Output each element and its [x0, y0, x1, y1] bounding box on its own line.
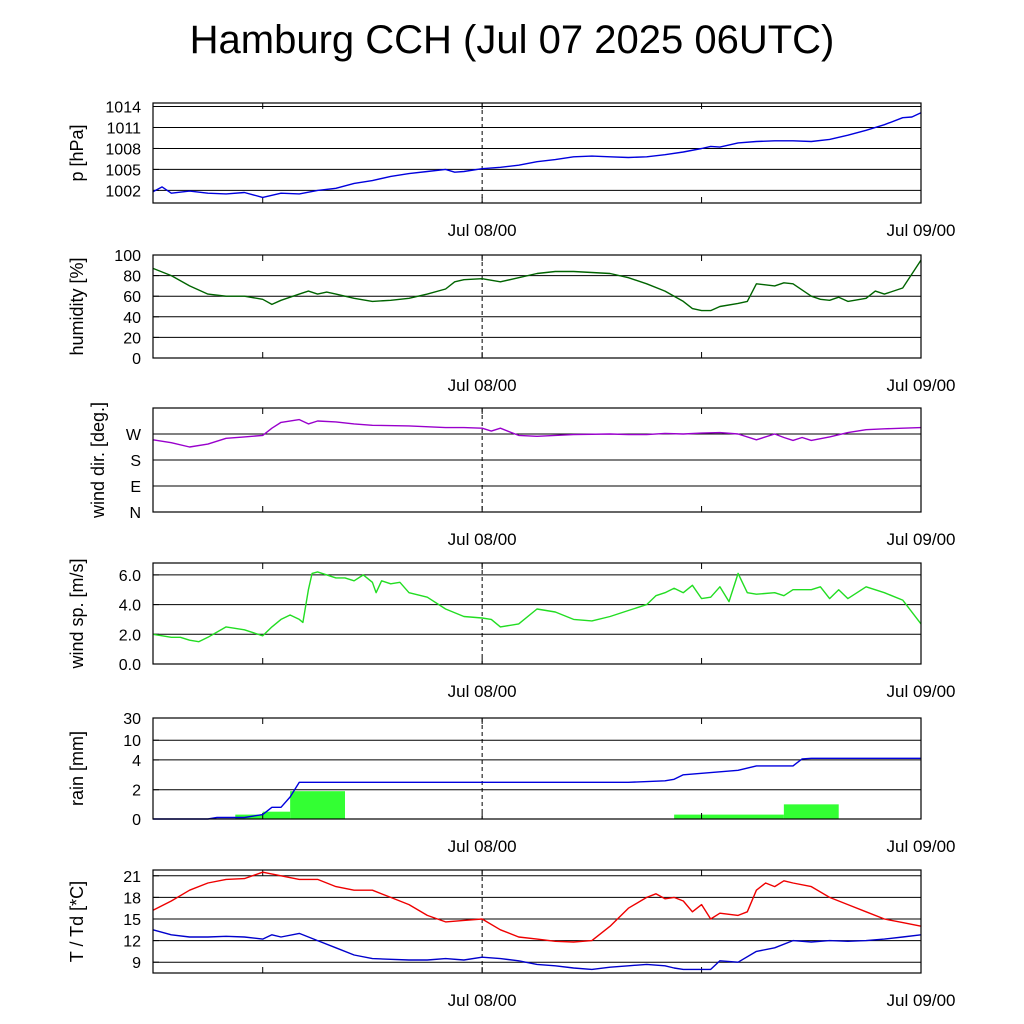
y-tick-label: 0.0: [119, 657, 141, 674]
pressure-line: [152, 112, 922, 199]
y-tick-label: 2.0: [119, 627, 141, 644]
plot-frame: [152, 562, 922, 665]
rain-bar: [290, 791, 345, 819]
y-axis-label: T / Td [*C]: [67, 881, 87, 962]
y-tick-label: 12: [123, 934, 141, 951]
plot-frame: [152, 102, 922, 204]
y-tick-label: 100: [114, 248, 141, 265]
x-tick-label: Jul 09/00: [887, 837, 956, 856]
y-tick-label: 40: [123, 310, 141, 327]
y-axis-label: wind sp. [m/s]: [67, 558, 87, 669]
x-tick-label: Jul 09/00: [887, 221, 956, 240]
y-tick-label: 1011: [107, 120, 142, 137]
y-tick-label: 2: [132, 783, 141, 800]
y-axis-label: rain [mm]: [67, 731, 87, 806]
rain-panel: 0 2 4 10 30 rain [mm] Jul 08/00 Jul 09/00: [67, 711, 956, 856]
x-tick-label: Jul 08/00: [448, 682, 517, 701]
y-tick-label: 10: [123, 733, 141, 750]
humidity-panel: 0 20 40 60 80 100 humidity [%] Jul 08/00 Jul 09/…: [67, 248, 956, 395]
y-tick-label: 60: [123, 289, 141, 306]
y-axis-label: humidity [%]: [67, 257, 87, 355]
temperature-panel: 9 12 15 18 21 T / Td [*C] Jul 08/00 Jul 09/00: [67, 869, 956, 1010]
plot-frame: [152, 717, 922, 820]
x-tick-label: Jul 09/00: [887, 682, 956, 701]
y-tick-label: 30: [123, 711, 141, 728]
y-tick-label: 0: [132, 812, 141, 829]
rain-bar: [783, 804, 839, 819]
y-tick-label: 80: [123, 269, 141, 286]
plot-frame: [152, 254, 922, 359]
y-tick-label: 1014: [105, 99, 141, 116]
humidity-line: [152, 259, 922, 312]
temperature-line: [152, 871, 922, 943]
y-tick-label: N: [129, 505, 141, 522]
x-tick-label: Jul 09/00: [887, 991, 956, 1010]
y-tick-label: 20: [123, 330, 141, 347]
x-tick-label: Jul 08/00: [448, 530, 517, 549]
y-tick-label: W: [126, 427, 142, 444]
y-tick-label: E: [130, 479, 141, 496]
x-tick-label: Jul 09/00: [887, 530, 956, 549]
y-tick-label: 1002: [105, 183, 141, 200]
y-tick-label: 4.0: [119, 598, 141, 615]
y-tick-label: 18: [123, 890, 141, 907]
y-axis-label: wind dir. [deg.]: [88, 402, 108, 519]
wind-dir-line: [152, 418, 922, 448]
dewpoint-line: [152, 929, 922, 971]
plot-frame: [152, 407, 922, 513]
x-tick-label: Jul 08/00: [448, 991, 517, 1010]
chart-title: Hamburg CCH (Jul 07 2025 06UTC): [189, 18, 835, 62]
x-tick-label: Jul 08/00: [448, 376, 517, 395]
y-tick-label: 6.0: [119, 568, 141, 585]
plot-frame: [152, 869, 922, 974]
y-tick-label: 21: [123, 869, 141, 886]
x-tick-label: Jul 08/00: [448, 837, 517, 856]
rain-bar: [674, 814, 784, 819]
y-tick-label: 1005: [105, 162, 141, 179]
x-tick-label: Jul 09/00: [887, 376, 956, 395]
y-axis-label: p [hPa]: [67, 124, 87, 181]
y-tick-label: S: [130, 453, 141, 470]
pressure-panel: 1002 1005 1008 1011 1014 p [hPa] Jul 08/00 Jul …: [67, 99, 956, 240]
x-tick-label: Jul 08/00: [448, 221, 517, 240]
rain-cumulative-line: [153, 757, 921, 820]
wind-speed-line: [152, 571, 922, 643]
y-tick-label: 4: [132, 753, 141, 770]
wind-speed-panel: 0.0 2.0 4.0 6.0 wind sp. [m/s] Jul 08/00 Jul 0…: [67, 558, 956, 701]
y-tick-label: 9: [132, 955, 141, 972]
y-tick-label: 0: [132, 351, 141, 368]
rain-bar: [262, 811, 291, 819]
y-tick-label: 15: [123, 912, 141, 929]
y-tick-label: 1008: [105, 141, 141, 158]
